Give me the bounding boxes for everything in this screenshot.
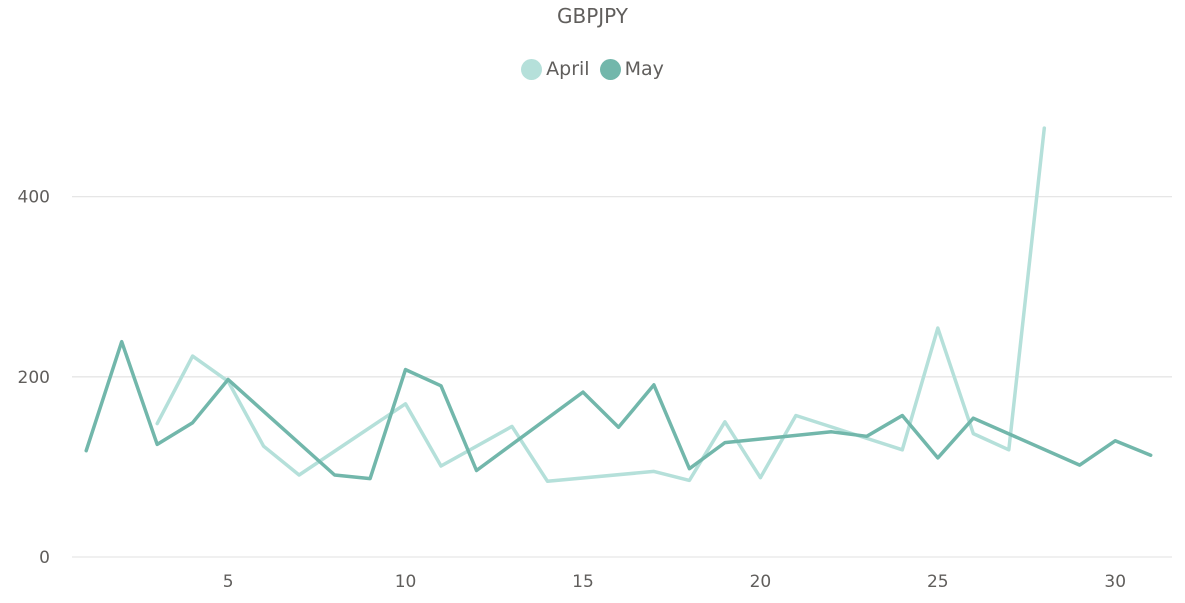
y-axis-ticks: 0 200 400 <box>18 188 50 568</box>
series-lines <box>84 126 1153 484</box>
legend-swatch-april <box>521 58 543 80</box>
legend-item-may[interactable]: May <box>599 58 664 80</box>
legend-item-april[interactable]: April <box>521 58 590 80</box>
legend: April May <box>0 58 1185 80</box>
legend-swatch-may <box>599 58 621 80</box>
x-tick-label: 30 <box>1104 572 1126 592</box>
x-tick-label: 15 <box>572 572 594 592</box>
x-tick-label: 10 <box>395 572 417 592</box>
x-tick-label: 5 <box>223 572 234 592</box>
x-tick-label: 20 <box>750 572 772 592</box>
x-tick-label: 25 <box>927 572 949 592</box>
legend-label-april: April <box>546 58 590 80</box>
series-line-april[interactable] <box>155 126 1047 484</box>
series-line-may[interactable] <box>84 339 1153 481</box>
legend-label-may: May <box>624 58 664 80</box>
x-axis-ticks: 5 10 15 20 25 30 <box>223 572 1126 592</box>
y-tick-label: 0 <box>39 548 50 568</box>
chart-title: GBPJPY <box>556 4 628 28</box>
gridlines <box>72 195 1172 558</box>
y-tick-label: 400 <box>18 188 50 208</box>
y-tick-label: 200 <box>18 368 50 388</box>
